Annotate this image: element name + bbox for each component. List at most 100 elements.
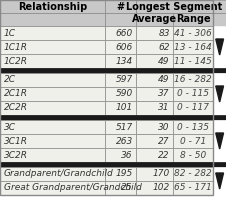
Text: 1C: 1C — [4, 29, 16, 38]
Bar — [136, 148, 173, 162]
Bar — [213, 54, 226, 68]
Bar — [105, 120, 136, 134]
Text: 2C1R: 2C1R — [4, 89, 28, 98]
Bar — [136, 87, 173, 101]
Bar — [0, 181, 105, 195]
Text: 36: 36 — [121, 151, 133, 159]
Bar — [213, 73, 226, 87]
Text: 83: 83 — [158, 29, 170, 38]
Text: Great Grandparent/Grandchild: Great Grandparent/Grandchild — [4, 184, 142, 192]
Bar — [136, 0, 213, 13]
Bar — [0, 0, 105, 13]
Text: 16 - 282: 16 - 282 — [174, 76, 212, 84]
Text: 0 - 117: 0 - 117 — [177, 103, 209, 113]
Text: 25: 25 — [121, 184, 133, 192]
Bar — [0, 162, 226, 167]
Text: Longest Segment: Longest Segment — [127, 2, 223, 11]
Polygon shape — [216, 86, 223, 102]
Bar — [0, 73, 105, 87]
Polygon shape — [216, 173, 223, 189]
Text: 22: 22 — [158, 151, 170, 159]
Text: 37: 37 — [158, 89, 170, 98]
Bar — [0, 87, 105, 101]
Bar — [173, 120, 213, 134]
Bar — [136, 73, 173, 87]
Bar — [105, 101, 136, 115]
Bar — [173, 148, 213, 162]
Bar — [136, 101, 173, 115]
Bar — [173, 73, 213, 87]
Text: 606: 606 — [116, 43, 133, 51]
Bar — [0, 54, 105, 68]
Bar — [105, 134, 136, 148]
Text: 597: 597 — [116, 76, 133, 84]
Text: Average: Average — [132, 14, 177, 24]
Text: 8 - 50: 8 - 50 — [180, 151, 206, 159]
Bar — [0, 40, 105, 54]
Bar — [0, 68, 226, 73]
Bar — [0, 148, 105, 162]
Bar — [105, 181, 136, 195]
Text: 0 - 135: 0 - 135 — [177, 122, 209, 132]
Text: 13 - 164: 13 - 164 — [174, 43, 212, 51]
Bar — [136, 13, 173, 26]
Bar — [173, 26, 213, 40]
Bar — [105, 13, 136, 26]
Text: 517: 517 — [116, 122, 133, 132]
Text: 590: 590 — [116, 89, 133, 98]
Bar — [213, 0, 226, 13]
Bar — [173, 87, 213, 101]
Text: 660: 660 — [116, 29, 133, 38]
Text: 101: 101 — [116, 103, 133, 113]
Bar — [0, 167, 105, 181]
Bar — [136, 167, 173, 181]
Text: 65 - 171: 65 - 171 — [174, 184, 212, 192]
Bar — [173, 134, 213, 148]
Bar — [0, 13, 105, 26]
Bar — [0, 101, 105, 115]
Bar — [105, 167, 136, 181]
Text: Relationship: Relationship — [18, 2, 87, 11]
Text: Grandparent/Grandchild: Grandparent/Grandchild — [4, 170, 114, 178]
Text: 170: 170 — [152, 170, 170, 178]
Bar — [105, 0, 136, 13]
Bar — [136, 54, 173, 68]
Text: 11 - 145: 11 - 145 — [174, 57, 212, 65]
Text: 0 - 115: 0 - 115 — [177, 89, 209, 98]
Text: 263: 263 — [116, 137, 133, 146]
Bar — [213, 134, 226, 148]
Bar — [136, 134, 173, 148]
Bar — [0, 26, 105, 40]
Text: #: # — [116, 2, 124, 11]
Text: 2C: 2C — [4, 76, 16, 84]
Text: 31: 31 — [158, 103, 170, 113]
Text: 3C: 3C — [4, 122, 16, 132]
Bar — [213, 167, 226, 181]
Bar — [136, 181, 173, 195]
Bar — [0, 134, 105, 148]
Bar — [173, 181, 213, 195]
Bar — [213, 26, 226, 40]
Text: 1C1R: 1C1R — [4, 43, 28, 51]
Bar — [213, 181, 226, 195]
Text: 195: 195 — [116, 170, 133, 178]
Text: 82 - 282: 82 - 282 — [174, 170, 212, 178]
Bar — [173, 54, 213, 68]
Bar — [105, 26, 136, 40]
Text: 41 - 306: 41 - 306 — [174, 29, 212, 38]
Bar — [136, 26, 173, 40]
Text: 49: 49 — [158, 57, 170, 65]
Bar — [213, 13, 226, 26]
Bar — [105, 148, 136, 162]
Polygon shape — [216, 39, 223, 55]
Bar — [173, 13, 213, 26]
Text: 1C2R: 1C2R — [4, 57, 28, 65]
Bar — [105, 73, 136, 87]
Text: 49: 49 — [158, 76, 170, 84]
Bar — [136, 40, 173, 54]
Bar — [136, 120, 173, 134]
Text: 62: 62 — [158, 43, 170, 51]
Text: 30: 30 — [158, 122, 170, 132]
Bar — [173, 167, 213, 181]
Bar — [213, 87, 226, 101]
